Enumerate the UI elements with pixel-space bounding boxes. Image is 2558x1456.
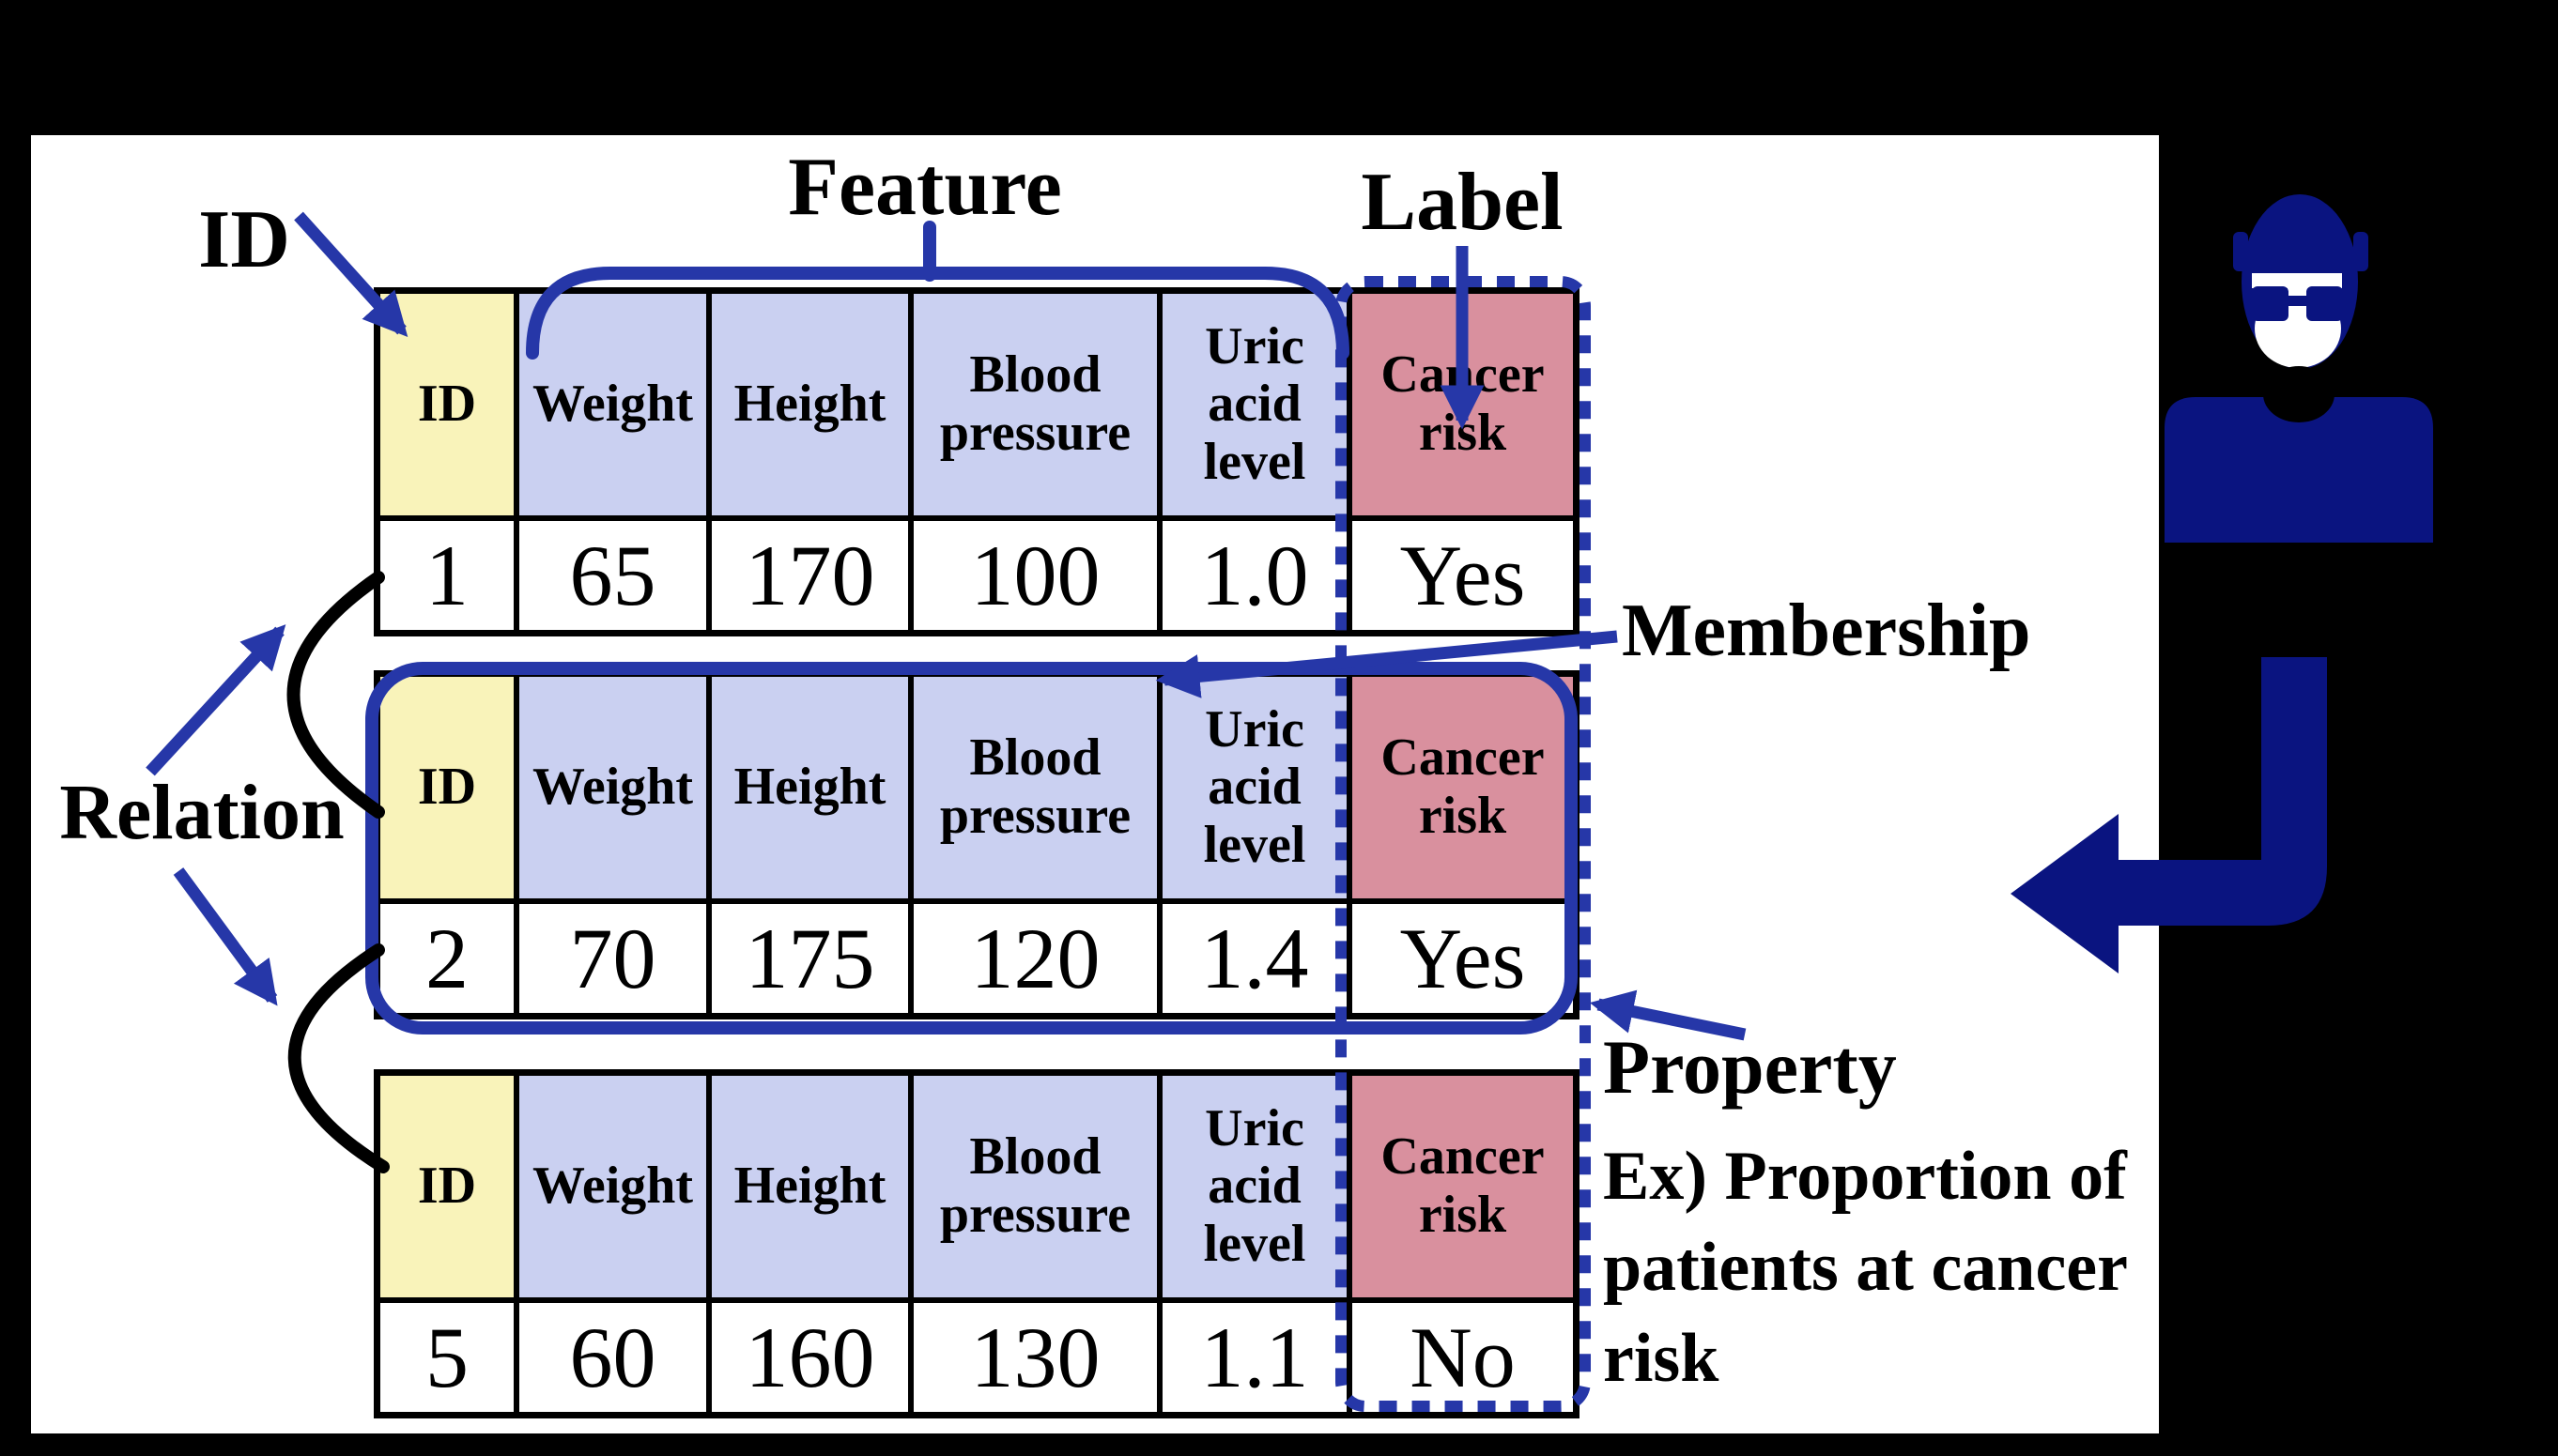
cell-blood-pressure: 100 [911,518,1160,633]
table-record-5: ID Weight Height Blood pressure Uric aci… [374,1069,1579,1418]
col-header-uric-acid: Uric acid level [1160,1073,1349,1300]
col-header-uric-acid: Uric acid level [1160,291,1349,518]
cell-id: 5 [378,1300,516,1415]
cell-height: 170 [709,518,911,633]
cell-uric-acid: 1.0 [1160,518,1349,633]
col-header-cancer-risk: Cancer risk [1349,291,1576,518]
cell-cancer-risk: No [1349,1300,1576,1415]
neck-cutout [2263,366,2335,422]
col-header-blood-pressure: Blood pressure [911,1073,1160,1300]
feature-annotation-label: Feature [788,142,1062,233]
cell-uric-acid: 1.1 [1160,1300,1349,1415]
col-header-blood-pressure: Blood pressure [911,674,1160,901]
relation-annotation-label: Relation [59,769,345,856]
cell-id: 1 [378,518,516,633]
col-header-weight: Weight [516,291,709,518]
adversary-icon [2165,194,2433,543]
cell-cancer-risk: Yes [1349,901,1576,1016]
property-example-label: Ex) Proportion of patients at cancer ris… [1603,1138,2127,1397]
property-annotation-label: Property [1603,1024,1897,1110]
col-header-weight: Weight [516,1073,709,1300]
cell-weight: 60 [516,1300,709,1415]
body [2165,397,2433,543]
col-header-id: ID [378,674,516,901]
col-header-height: Height [709,674,911,901]
col-header-id: ID [378,291,516,518]
cell-height: 160 [709,1300,911,1415]
table-record-2: ID Weight Height Blood pressure Uric aci… [374,670,1579,1019]
col-header-cancer-risk: Cancer risk [1349,1073,1576,1300]
id-annotation-label: ID [198,194,290,285]
col-header-blood-pressure: Blood pressure [911,291,1160,518]
col-header-height: Height [709,291,911,518]
face-band [2252,273,2342,288]
cell-uric-acid: 1.4 [1160,901,1349,1016]
table-record-1: ID Weight Height Blood pressure Uric aci… [374,287,1579,636]
cell-cancer-risk: Yes [1349,518,1576,633]
cell-weight: 70 [516,901,709,1016]
col-header-uric-acid: Uric acid level [1160,674,1349,901]
col-header-id: ID [378,1073,516,1300]
membership-annotation-label: Membership [1622,590,2031,672]
face-chin [2255,289,2341,368]
col-header-weight: Weight [516,674,709,901]
cell-blood-pressure: 120 [911,901,1160,1016]
cell-weight: 65 [516,518,709,633]
col-header-cancer-risk: Cancer risk [1349,674,1576,901]
cell-height: 175 [709,901,911,1016]
cell-id: 2 [378,901,516,1016]
sunglasses-icon [2252,286,2343,321]
label-annotation-label: Label [1361,157,1564,248]
col-header-height: Height [709,1073,911,1300]
cell-blood-pressure: 130 [911,1300,1160,1415]
